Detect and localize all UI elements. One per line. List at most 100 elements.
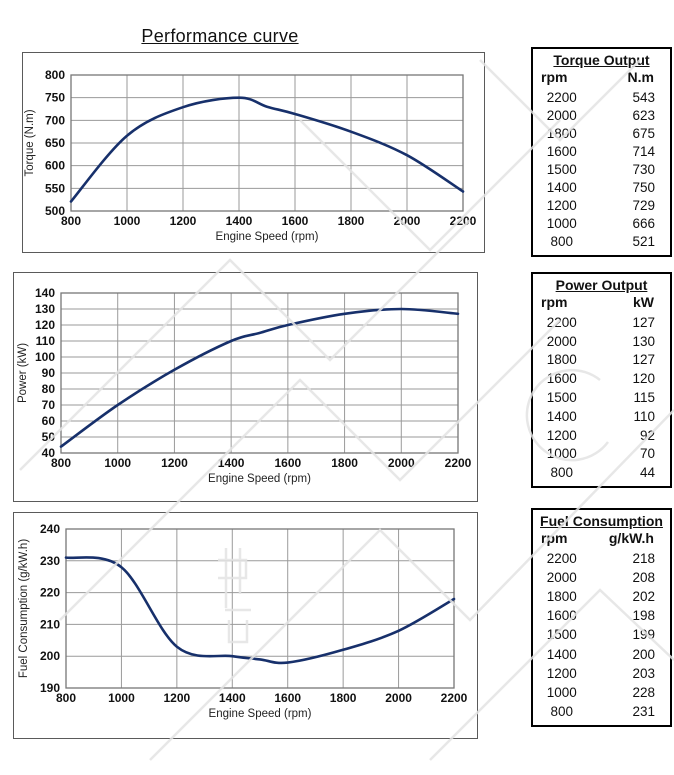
x-tick-label: 2000 — [394, 214, 421, 228]
table-row: 1500 115 — [533, 388, 670, 407]
rpm-column-header: rpm — [541, 294, 568, 310]
x-tick-label: 2200 — [450, 214, 477, 228]
power-chart-panel: 40 50 60 70 80 90 100 110 120 130 140 800 1000 1200 14… — [13, 272, 478, 502]
plot-border — [65, 528, 455, 689]
table-header: rpm kW — [533, 294, 670, 310]
rpm-value: 1000 — [546, 446, 577, 462]
y-tick-label: 220 — [40, 586, 60, 600]
rpm-value: 2200 — [546, 551, 577, 567]
rpm-value: 2000 — [546, 333, 577, 349]
table-row: 1500 199 — [533, 625, 670, 644]
unit-column-header: kW — [633, 294, 654, 310]
table-row: 800 44 — [533, 463, 670, 482]
x-axis-title: Engine Speed (rpm) — [208, 473, 311, 485]
rpm-column-header: rpm — [541, 530, 568, 546]
output-value: 750 — [632, 180, 655, 196]
table-row: 800 231 — [533, 702, 670, 721]
y-tick-label: 130 — [35, 302, 55, 316]
unit-column-header: N.m — [627, 69, 654, 85]
x-tick-label: 800 — [61, 214, 81, 228]
fuel-chart: 190 200 210 220 230 240 800 1000 1200 1400 1600 180… — [18, 522, 468, 720]
table-row: 1600 714 — [533, 142, 670, 160]
x-tick-label: 1600 — [282, 214, 309, 228]
output-value: 623 — [632, 107, 655, 123]
y-tick-label: 500 — [45, 204, 65, 218]
output-value: 120 — [632, 371, 655, 387]
x-tick-label: 1400 — [226, 214, 253, 228]
x-tick-label: 2000 — [388, 456, 415, 470]
table-row: 1200 92 — [533, 426, 670, 445]
output-value: 127 — [632, 352, 655, 368]
y-tick-label: 750 — [45, 91, 65, 105]
rpm-value: 800 — [550, 465, 574, 481]
output-value: 218 — [632, 551, 655, 567]
table-row: 1000 228 — [533, 683, 670, 702]
y-axis-title: Fuel Consumption (g/kW.h) — [18, 539, 30, 679]
x-tick-label: 1000 — [108, 691, 135, 705]
table-rows: 2200 127 2000 130 1800 127 1600 120 1500 115 1400 1… — [533, 310, 670, 486]
y-tick-label: 60 — [42, 414, 56, 428]
page-title: Performance curve — [141, 26, 299, 46]
y-axis-title: Torque (N.m) — [24, 109, 36, 176]
rpm-value: 2200 — [546, 89, 577, 105]
rpm-value: 2200 — [546, 314, 577, 330]
output-value: 110 — [633, 408, 655, 424]
y-tick-label: 650 — [45, 136, 65, 150]
output-value: 202 — [632, 589, 655, 605]
table-row: 1400 200 — [533, 645, 670, 664]
x-tick-label: 2000 — [385, 691, 412, 705]
output-value: 115 — [633, 390, 655, 406]
x-tick-label: 1800 — [331, 456, 358, 470]
torque-chart-panel: 500 550 600 650 700 750 800 800 1000 1200 1400 1600… — [22, 52, 485, 253]
table-title: Power Output — [555, 277, 648, 293]
table-row: 1800 202 — [533, 587, 670, 606]
output-value: 208 — [632, 570, 655, 586]
table-row: 1400 110 — [533, 407, 670, 426]
x-tick-label: 1400 — [219, 691, 246, 705]
rpm-value: 1500 — [546, 627, 577, 643]
output-value: 92 — [639, 427, 655, 443]
table-row: 2000 130 — [533, 332, 670, 351]
table-title: Fuel Consumption — [540, 513, 663, 529]
rpm-value: 1800 — [546, 589, 577, 605]
table-rows: 2200 543 2000 623 1800 675 1600 714 1500 730 1400 7… — [533, 85, 670, 255]
power-curve — [59, 307, 460, 448]
unit-column-header: g/kW.h — [608, 530, 654, 546]
rpm-value: 800 — [550, 703, 574, 719]
rpm-value: 1800 — [546, 125, 577, 141]
x-tick-label: 1000 — [104, 456, 131, 470]
y-tick-label: 90 — [42, 366, 56, 380]
rpm-column-header: rpm — [541, 69, 568, 85]
y-tick-label: 240 — [40, 522, 60, 536]
output-value: 70 — [639, 446, 655, 462]
output-value: 675 — [632, 125, 655, 141]
x-tick-label: 1200 — [170, 214, 197, 228]
table-rows: 2200 218 2000 208 1800 202 1600 198 1500 199 1400 2… — [533, 546, 670, 725]
rpm-value: 2000 — [546, 107, 577, 123]
table-row: 2200 543 — [533, 88, 670, 106]
x-tick-label: 2200 — [441, 691, 468, 705]
rpm-value: 800 — [550, 234, 574, 250]
x-axis-title: Engine Speed (rpm) — [216, 231, 319, 243]
x-axis-title: Engine Speed (rpm) — [209, 708, 312, 720]
output-value: 199 — [632, 627, 655, 643]
x-tick-label: 1000 — [114, 214, 141, 228]
rpm-value: 1600 — [546, 371, 577, 387]
y-tick-label: 550 — [45, 181, 65, 195]
x-tick-label: 1800 — [330, 691, 357, 705]
rpm-value: 1400 — [546, 180, 577, 196]
y-tick-label: 800 — [45, 68, 65, 82]
x-tick-label: 2200 — [445, 456, 472, 470]
y-tick-label: 230 — [40, 554, 60, 568]
y-tick-label: 200 — [40, 649, 60, 663]
y-tick-label: 190 — [40, 681, 60, 695]
table-row: 1500 730 — [533, 160, 670, 178]
output-value: 521 — [632, 234, 655, 250]
y-tick-label: 50 — [42, 430, 56, 444]
x-tick-label: 1600 — [275, 456, 302, 470]
y-tick-label: 70 — [42, 398, 56, 412]
y-tick-label: 80 — [42, 382, 56, 396]
table-row: 1600 120 — [533, 369, 670, 388]
x-tick-label: 800 — [56, 691, 76, 705]
